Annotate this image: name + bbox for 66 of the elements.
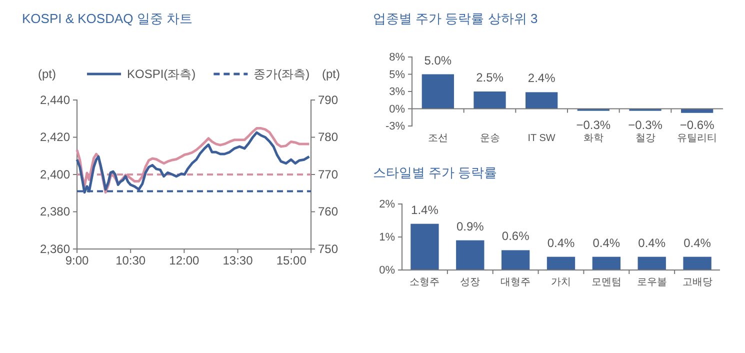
bar (638, 256, 666, 270)
chart-title: 업종별 주가 등락률 상하위 3 (373, 11, 538, 26)
chart-title: KOSPI & KOSDAQ 일중 차트 (22, 11, 192, 26)
x-tick-label: 12:00 (169, 254, 200, 268)
data-label: 2.4% (528, 71, 556, 86)
x-tick-label: 가치 (551, 277, 571, 288)
bar (501, 250, 530, 270)
y-tick-label: 2,400 (40, 167, 70, 182)
x-tick-label: 모멘텀 (591, 277, 622, 288)
data-label: 0.4% (592, 236, 620, 250)
x-tick-label: 로우볼 (636, 277, 667, 288)
data-label: −0.3% (628, 118, 663, 132)
y-tick-label: 1% (379, 232, 396, 244)
y2-tick-label: 770 (318, 167, 338, 182)
x-tick-label: 화학 (583, 133, 604, 144)
y-tick-label: -3% (385, 120, 406, 133)
x-tick-label: 9:00 (65, 254, 89, 268)
bar (546, 256, 576, 270)
y-tick-label: 2,360 (40, 242, 70, 256)
x-tick-label: 유틸리티 (677, 133, 718, 144)
data-label: 0.9% (456, 219, 484, 234)
y-tick-label: 0% (389, 103, 406, 116)
y-tick-label: 5% (389, 68, 406, 81)
bar (410, 224, 439, 270)
y-tick-label: 2,440 (40, 92, 70, 107)
bar (592, 256, 621, 270)
y-tick-label: 2,380 (40, 204, 70, 219)
data-label: 0.4% (638, 236, 666, 250)
data-label: 0.6% (502, 229, 530, 244)
x-tick-label: IT SW (528, 133, 556, 144)
data-label: −0.6% (680, 118, 715, 132)
y-tick-label: 2% (379, 198, 396, 211)
x-tick-label: 철강 (635, 133, 656, 144)
bar (526, 92, 558, 109)
data-label: 0.4% (684, 236, 712, 250)
y2-tick-label: 780 (318, 130, 338, 144)
data-label: −0.3% (576, 118, 611, 132)
data-label: 0.4% (547, 236, 575, 250)
x-tick-label: 소형주 (410, 277, 440, 288)
y-tick-label: 3% (389, 86, 406, 98)
y2-tick-label: 750 (318, 242, 338, 256)
x-tick-label: 고배당 (682, 277, 712, 288)
y-tick-label: 2,420 (40, 130, 70, 144)
bar (474, 92, 506, 109)
data-label: 1.4% (411, 202, 439, 217)
y2-tick-label: 760 (318, 204, 338, 219)
x-tick-label: 13:30 (222, 254, 254, 268)
x-tick-label: 대형주 (500, 277, 531, 288)
x-tick-label: 성장 (460, 277, 480, 288)
bar (422, 74, 454, 109)
x-tick-label: 10:30 (116, 254, 146, 268)
legend-label: KOSPI(좌측) (127, 67, 196, 81)
x-tick-label: 조선 (428, 133, 448, 144)
y2-tick-label: 790 (318, 92, 338, 107)
x-tick-label: 15:00 (276, 254, 307, 268)
x-tick-label: 운송 (480, 133, 500, 144)
data-label: 2.5% (476, 70, 504, 84)
y-tick-label: 0% (379, 264, 396, 277)
chart-title: 스타일별 주가 등락률 (373, 165, 498, 180)
y2-axis-title: (pt) (322, 67, 340, 81)
bar (683, 256, 712, 270)
data-label: 5.0% (424, 53, 452, 68)
bar (456, 240, 484, 270)
y-tick-label: 8% (389, 52, 406, 64)
legend-label: 종가(좌측) (254, 67, 310, 81)
y-axis-title: (pt) (38, 67, 56, 81)
